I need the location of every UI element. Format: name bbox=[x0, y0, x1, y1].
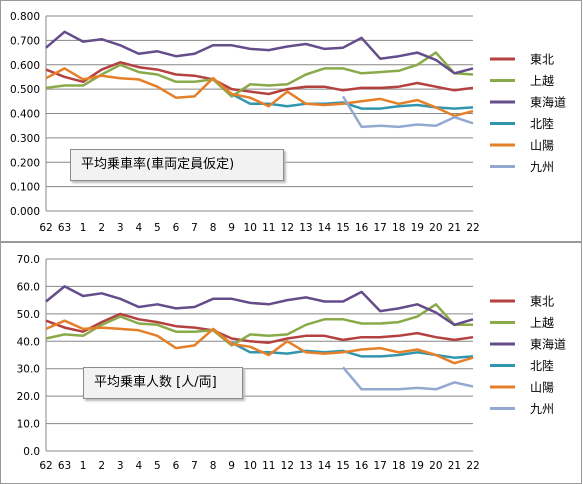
x-tick-label: 9 bbox=[228, 222, 235, 234]
legend-label: 九州 bbox=[530, 402, 554, 416]
x-tick-label: 14 bbox=[318, 222, 332, 234]
x-tick-label: 7 bbox=[191, 222, 198, 234]
x-tick-label: 1 bbox=[80, 222, 87, 234]
legend-label: 北陸 bbox=[530, 117, 554, 131]
y-tick-label: 0.000 bbox=[10, 206, 40, 218]
x-tick-label: 11 bbox=[262, 222, 275, 234]
y-tick-label: 20.0 bbox=[17, 391, 40, 403]
legend-label: 九州 bbox=[530, 160, 554, 174]
x-tick-label: 22 bbox=[466, 460, 479, 472]
x-tick-label: 13 bbox=[299, 460, 312, 472]
y-tick-label: 0.700 bbox=[10, 35, 40, 47]
x-tick-label: 63 bbox=[58, 222, 71, 234]
x-tick-label: 3 bbox=[117, 460, 124, 472]
x-tick-label: 20 bbox=[429, 222, 442, 234]
x-tick-label: 6 bbox=[173, 460, 180, 472]
y-tick-label: 60.0 bbox=[17, 281, 40, 293]
x-tick-label: 6 bbox=[173, 222, 180, 234]
series-line-上越 bbox=[45, 51, 474, 98]
chart-ride-rate: 0.000 0.100 0.200 0.300 0.400 0.500 0.600 0.700… bbox=[10, 11, 566, 234]
x-tick-label: 13 bbox=[299, 222, 312, 234]
chart-panel-ride-count: 0.0 10.0 20.0 30.0 40.0 50.0 60.0 70.0 62 63 1 2 3 4 5… bbox=[0, 242, 582, 484]
series-line-東北 bbox=[45, 312, 474, 344]
legend-label: 山陽 bbox=[530, 381, 554, 395]
legend-label: 東海道 bbox=[530, 337, 566, 352]
y-tick-label: 30.0 bbox=[17, 364, 40, 376]
x-tick-label: 10 bbox=[244, 460, 257, 472]
x-tick-label: 8 bbox=[210, 222, 217, 234]
x-tick-label: 12 bbox=[281, 460, 294, 472]
x-tick-label: 12 bbox=[281, 222, 294, 234]
y-tick-label: 50.0 bbox=[17, 309, 40, 321]
x-tick-label: 14 bbox=[318, 460, 332, 472]
y-tick-label: 70.0 bbox=[17, 254, 40, 266]
x-tick-label: 63 bbox=[58, 460, 71, 472]
y-tick-label: 0.600 bbox=[10, 60, 40, 72]
chart-ride-count: 0.010.020.030.040.050.060.070.062 63 1 2 3 4 5… bbox=[17, 254, 566, 472]
legend-label: 東北 bbox=[530, 295, 554, 309]
series-line-東海道 bbox=[45, 285, 474, 327]
x-tick-label: 22 bbox=[466, 222, 479, 234]
y-tick-label: 0.500 bbox=[10, 84, 40, 96]
x-tick-label: 62 bbox=[39, 460, 52, 472]
legend-label: 東海道 bbox=[530, 95, 566, 110]
x-tick-label: 4 bbox=[135, 460, 142, 472]
x-tick-label: 17 bbox=[373, 460, 386, 472]
y-tick-label: 40.0 bbox=[17, 336, 40, 348]
series-line-東海道 bbox=[45, 30, 474, 75]
legend-label: 上越 bbox=[530, 316, 554, 330]
x-tick-label: 20 bbox=[429, 460, 442, 472]
x-tick-label: 11 bbox=[262, 460, 275, 472]
y-tick-label: 0.0 bbox=[23, 446, 40, 458]
x-tick-label: 5 bbox=[154, 222, 161, 234]
x-tick-label: 17 bbox=[373, 222, 386, 234]
y-tick-label: 0.400 bbox=[10, 109, 40, 121]
y-tick-label: 0.200 bbox=[10, 157, 40, 169]
x-tick-label: 5 bbox=[154, 460, 161, 472]
legend-label: 上越 bbox=[530, 74, 554, 88]
x-tick-label: 10 bbox=[244, 222, 257, 234]
y-tick-label: 0.100 bbox=[10, 182, 40, 194]
chart-title-ride-count: 平均乗車人数 [人/両] bbox=[83, 367, 243, 399]
series-line-山陽 bbox=[45, 67, 474, 118]
x-tick-label: 7 bbox=[191, 460, 198, 472]
x-tick-label: 2 bbox=[98, 222, 105, 234]
legend-label: 東北 bbox=[530, 53, 554, 67]
x-tick-label: 21 bbox=[448, 460, 461, 472]
x-tick-label: 15 bbox=[336, 222, 349, 234]
x-tick-label: 3 bbox=[117, 222, 124, 234]
legend-label: 山陽 bbox=[530, 139, 554, 153]
y-tick-label: 10.0 bbox=[17, 419, 40, 431]
x-tick-label: 16 bbox=[355, 222, 369, 234]
series-line-九州 bbox=[341, 95, 474, 129]
series-line-九州 bbox=[342, 366, 474, 391]
x-tick-label: 21 bbox=[448, 222, 461, 234]
x-tick-label: 8 bbox=[210, 460, 217, 472]
y-tick-label: 0.800 bbox=[10, 11, 40, 23]
series-line-東北 bbox=[45, 61, 474, 96]
legend-label: 北陸 bbox=[530, 359, 554, 373]
x-tick-label: 15 bbox=[336, 460, 349, 472]
x-tick-label: 16 bbox=[355, 460, 369, 472]
x-tick-label: 19 bbox=[411, 460, 424, 472]
x-tick-label: 9 bbox=[228, 460, 235, 472]
x-tick-label: 18 bbox=[392, 460, 405, 472]
chart-title-ride-rate: 平均乗車率(車両定員仮定) bbox=[70, 149, 284, 181]
x-tick-label: 19 bbox=[411, 222, 424, 234]
x-tick-label: 62 bbox=[39, 222, 52, 234]
series-line-山陽 bbox=[45, 319, 474, 365]
x-tick-label: 4 bbox=[135, 222, 142, 234]
y-tick-label: 0.300 bbox=[10, 133, 40, 145]
x-tick-label: 18 bbox=[392, 222, 405, 234]
chart-panel-ride-rate: 0.000 0.100 0.200 0.300 0.400 0.500 0.600 0.700… bbox=[0, 0, 582, 242]
x-tick-label: 1 bbox=[80, 460, 87, 472]
x-tick-label: 2 bbox=[98, 460, 105, 472]
series-line-上越 bbox=[45, 303, 473, 347]
